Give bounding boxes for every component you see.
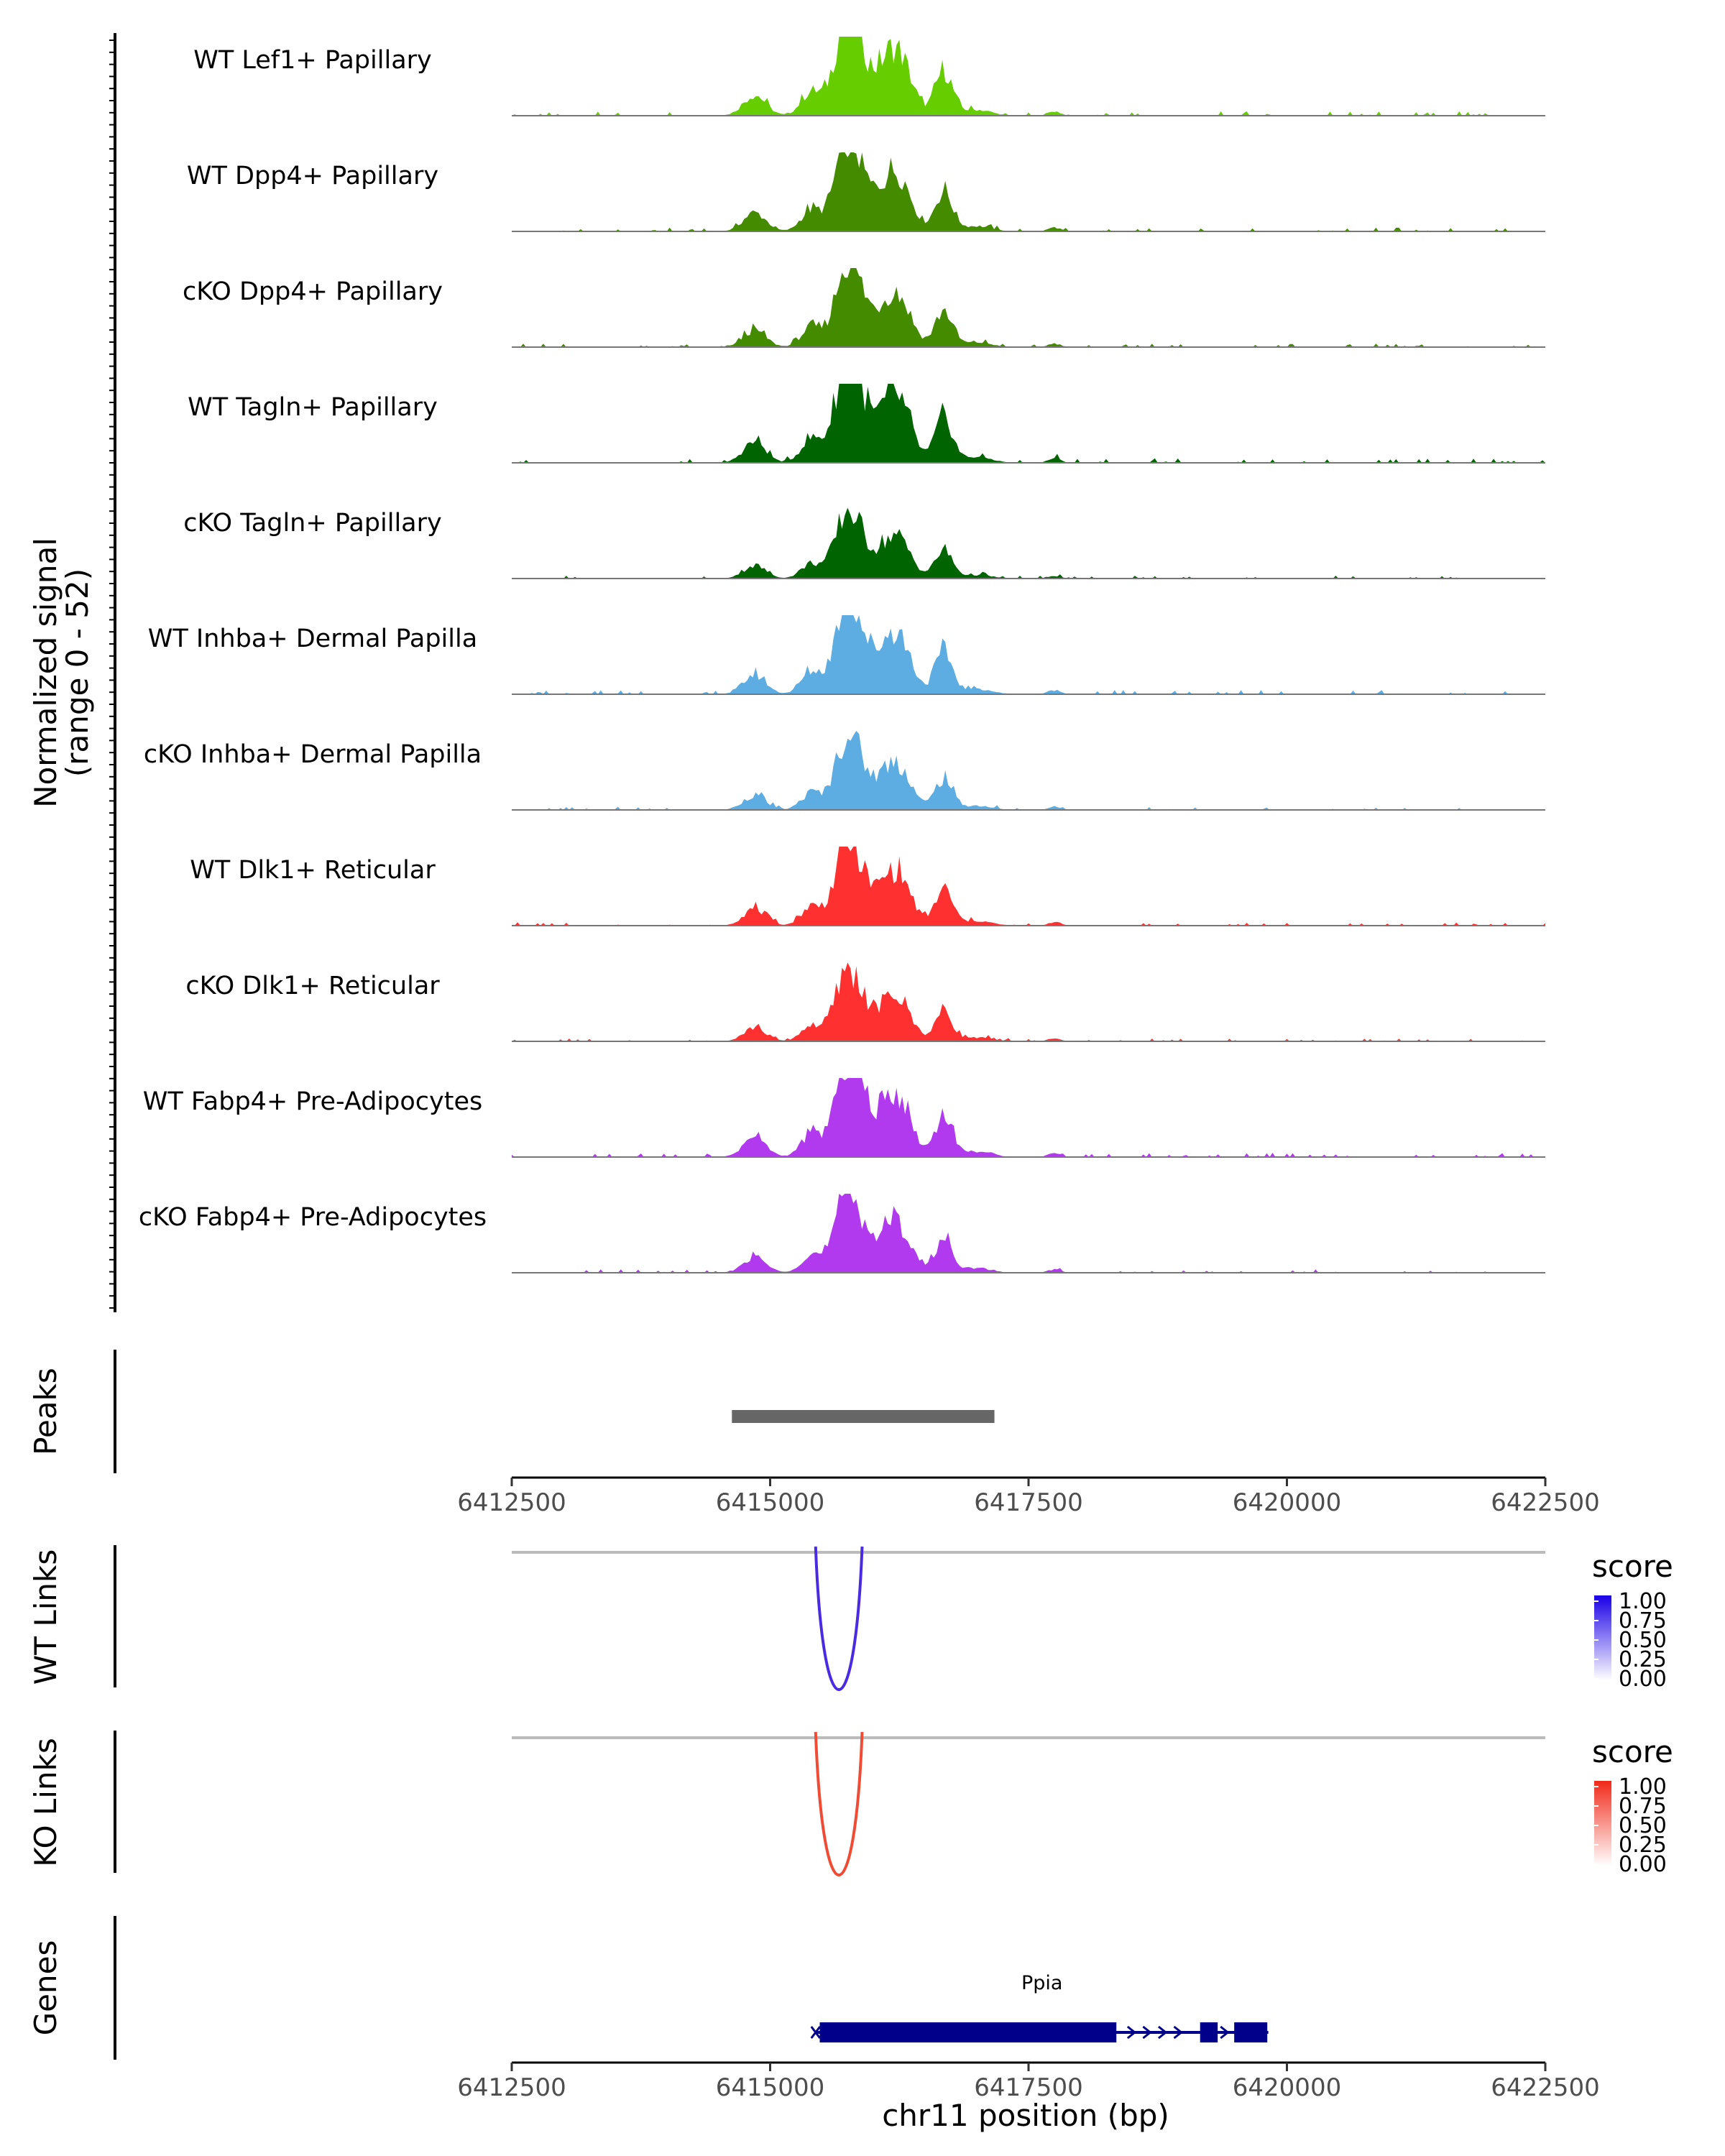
ko-links-legend: score 1.000.750.500.250.00	[1592, 1734, 1673, 1877]
strand-chevron	[1126, 2025, 1137, 2040]
legend-tick-label: 0.50	[1619, 1628, 1667, 1653]
peaks-regions	[732, 1410, 995, 1423]
legend-tick-label: 0.50	[1619, 1813, 1667, 1838]
x-tick-label: 6417500	[974, 2073, 1082, 2102]
coverage-area	[512, 847, 1545, 926]
coverage-track: cKO Dpp4+ Papillary	[183, 268, 1545, 348]
coverage-area	[512, 268, 1545, 347]
coverage-area	[512, 731, 1545, 810]
coverage-track: cKO Inhba+ Dermal Papilla	[144, 731, 1545, 811]
x-axis-top-ticks: 6412500 6415000 6417500 6420000 6422500	[457, 1478, 1600, 1517]
coverage-track: cKO Fabp4+ Pre-Adipocytes	[139, 1194, 1545, 1273]
strand-chevron	[1142, 2025, 1152, 2040]
gene-start-mark	[810, 2026, 821, 2039]
legend-tick-label: 0.25	[1619, 1647, 1667, 1672]
legend-tick-label: 0.75	[1619, 1608, 1667, 1634]
coverage-track-label: cKO Tagln+ Papillary	[183, 509, 442, 538]
gene-exon	[1200, 2022, 1218, 2042]
gene-exon	[819, 2022, 1117, 2042]
genes-label: Genes	[28, 1940, 63, 2036]
gene-exon	[1234, 2022, 1268, 2042]
x-tick-label: 6415000	[716, 1488, 824, 1517]
coverage-track-label: cKO Dlk1+ Reticular	[185, 972, 440, 1000]
legend-tick-label: 0.00	[1619, 1852, 1667, 1877]
coverage-area	[512, 507, 1545, 579]
x-axis-bottom-ticks: 6412500 6415000 6417500 6420000 6422500	[457, 2063, 1600, 2102]
x-axis-title: chr11 position (bp)	[882, 2098, 1169, 2133]
wt-links-panel: WT Links score 1.000.750.500.250.00	[28, 1545, 1673, 1692]
coverage-track: WT Fabp4+ Pre-Adipocytes	[143, 1078, 1545, 1158]
legend-tick-label: 0.00	[1619, 1667, 1667, 1692]
link-arc	[814, 1731, 864, 1877]
coverage-track: WT Tagln+ Papillary	[188, 384, 1545, 464]
wt-links-label: WT Links	[28, 1549, 63, 1685]
coverage-track: WT Lef1+ Papillary	[193, 37, 1545, 116]
wt-links-legend: score 1.000.750.500.250.00	[1592, 1549, 1673, 1692]
coverage-track-label: WT Lef1+ Papillary	[193, 46, 432, 75]
peak-region	[732, 1410, 995, 1423]
strand-chevron	[1220, 2025, 1230, 2040]
coverage-area	[512, 37, 1545, 116]
coverage-area	[512, 152, 1545, 231]
x-tick-label: 6422500	[1491, 2073, 1599, 2102]
ko-links-label: KO Links	[28, 1738, 63, 1867]
wt-link-arcs	[814, 1546, 864, 1692]
ko-links-panel: KO Links score 1.000.750.500.250.00	[28, 1731, 1673, 1877]
gene-name: Ppia	[1021, 1972, 1062, 1994]
coverage-track-label: cKO Dpp4+ Papillary	[183, 277, 443, 306]
x-tick-label: 6415000	[716, 2073, 824, 2102]
x-tick-label: 6412500	[457, 2073, 566, 2102]
link-arc	[814, 1546, 864, 1692]
coverage-area	[512, 615, 1545, 694]
ko-legend-colorbar	[1594, 1781, 1611, 1866]
coverage-track-label: WT Tagln+ Papillary	[188, 393, 438, 422]
coverage-track: WT Dpp4+ Papillary	[187, 152, 1545, 232]
coverage-y-label: Normalized signal	[28, 538, 63, 808]
coverage-area	[512, 1194, 1545, 1273]
legend-tick-label: 0.25	[1619, 1833, 1667, 1858]
coverage-track: cKO Tagln+ Papillary	[183, 507, 1545, 579]
legend-tick-label: 1.00	[1619, 1774, 1667, 1800]
wt-legend-colorbar	[1594, 1595, 1611, 1680]
coverage-track: cKO Dlk1+ Reticular	[185, 962, 1545, 1042]
coverage-track-label: cKO Fabp4+ Pre-Adipocytes	[139, 1203, 487, 1232]
wt-legend-title: score	[1592, 1549, 1673, 1584]
coverage-y-ticks	[109, 40, 115, 1309]
coverage-area	[512, 1078, 1545, 1157]
coverage-track: WT Dlk1+ Reticular	[190, 847, 1545, 926]
peaks-label: Peaks	[28, 1368, 63, 1455]
x-tick-label: 6412500	[457, 1488, 566, 1517]
genes-panel: Genes Ppia 6412500 6415000 6417500 6420000 6…	[28, 1916, 1600, 2133]
coverage-area	[512, 384, 1545, 463]
coverage-track-label: WT Dpp4+ Papillary	[187, 162, 438, 190]
coverage-track-label: cKO Inhba+ Dermal Papilla	[144, 740, 482, 769]
coverage-track-label: WT Fabp4+ Pre-Adipocytes	[143, 1087, 482, 1116]
ko-link-arcs	[814, 1731, 864, 1877]
legend-tick-label: 1.00	[1619, 1589, 1667, 1614]
peaks-panel: Peaks 6412500 6415000 6417500 6420000 642250…	[28, 1350, 1600, 1517]
coverage-track: WT Inhba+ Dermal Papilla	[148, 615, 1545, 695]
x-tick-label: 6417500	[974, 1488, 1082, 1517]
coverage-tracks: WT Lef1+ Papillary WT Dpp4+ Papillary cKO …	[139, 37, 1545, 1273]
x-tick-label: 6422500	[1491, 1488, 1599, 1517]
strand-chevron	[1158, 2025, 1168, 2040]
coverage-track-label: WT Inhba+ Dermal Papilla	[148, 625, 477, 653]
strand-chevron	[1173, 2025, 1183, 2040]
coverage-y-range: (range 0 - 52)	[60, 568, 95, 777]
coverage-track-label: WT Dlk1+ Reticular	[190, 856, 436, 885]
gene-models: Ppia	[810, 1972, 1269, 2042]
coverage-panel: Normalized signal (range 0 - 52) WT Lef1…	[28, 33, 1545, 1312]
coverage-area	[512, 962, 1545, 1041]
x-tick-label: 6420000	[1233, 1488, 1341, 1517]
x-tick-label: 6420000	[1233, 2073, 1341, 2102]
legend-tick-label: 0.75	[1619, 1794, 1667, 1819]
ko-legend-title: score	[1592, 1734, 1673, 1769]
